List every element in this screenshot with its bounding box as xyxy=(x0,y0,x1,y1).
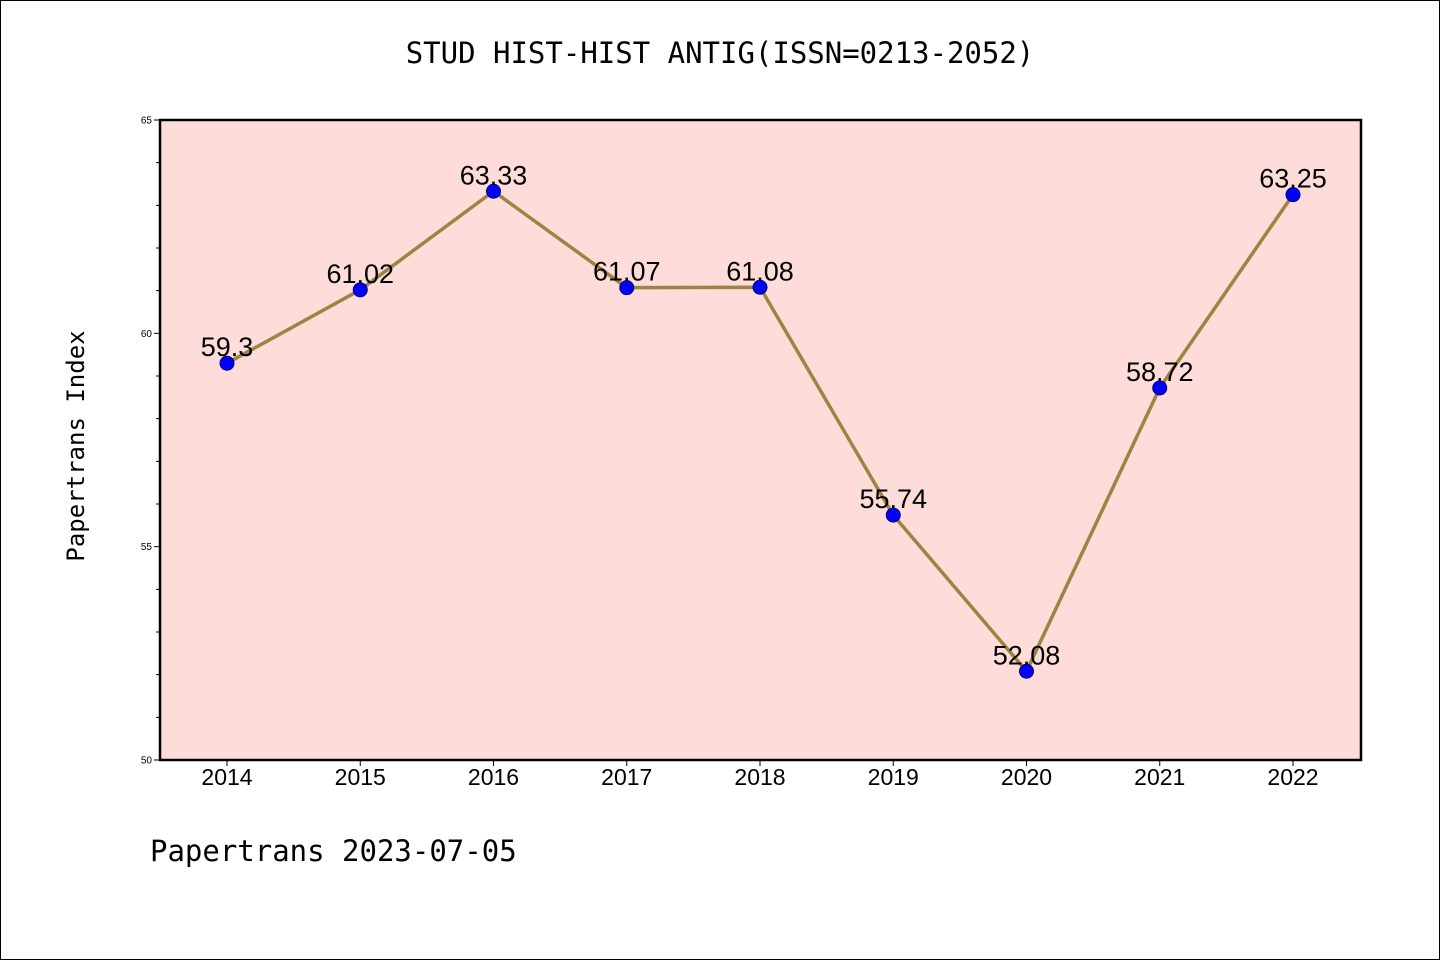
y-tick-label: 65 xyxy=(141,116,153,127)
data-point xyxy=(752,279,768,295)
data-point xyxy=(486,183,501,199)
x-tick-label: 2022 xyxy=(1267,764,1318,790)
plot-area xyxy=(160,120,1361,760)
data-label-layer: 59.3 61.02 63.33 61.07 61.08 55.74 52.08 58.72 6… xyxy=(201,160,1327,670)
y-axis-ticks: 50 55 60 65 xyxy=(141,116,160,767)
x-tick-label: 2021 xyxy=(1134,764,1185,790)
x-axis-ticks: 2014 2015 2016 2017 2018 2019 2020 2021 2022 xyxy=(201,760,1319,790)
x-tick-label: 2017 xyxy=(601,764,652,790)
data-point xyxy=(219,355,235,371)
x-tick-label: 2020 xyxy=(1001,764,1052,790)
data-label: 58.72 xyxy=(1126,357,1194,387)
chart-title: STUD HIST-HIST ANTIG(ISSN=0213-2052) xyxy=(405,36,1035,70)
y-tick-label: 60 xyxy=(141,329,153,340)
x-tick-label: 2016 xyxy=(468,764,519,790)
data-point xyxy=(885,507,901,523)
data-label: 61.07 xyxy=(593,257,661,287)
data-label: 61.08 xyxy=(726,256,794,286)
data-label: 63.33 xyxy=(460,160,528,190)
data-label: 55.74 xyxy=(859,484,927,514)
x-tick-label: 2014 xyxy=(201,764,252,790)
y-tick-label: 55 xyxy=(141,542,153,553)
x-tick-label: 2018 xyxy=(734,764,785,790)
x-tick-label: 2019 xyxy=(868,764,919,790)
plot-border xyxy=(158,118,1363,762)
x-tick-label: 2015 xyxy=(335,764,386,790)
footer-caption: Papertrans 2023-07-05 xyxy=(150,834,517,868)
y-tick-label: 50 xyxy=(141,756,153,767)
data-label: 63.25 xyxy=(1259,164,1327,194)
series-layer xyxy=(219,183,1301,679)
data-point xyxy=(352,282,368,298)
data-point xyxy=(1285,187,1301,203)
data-label: 52.08 xyxy=(993,640,1061,670)
data-label: 59.3 xyxy=(201,332,254,362)
data-label: 61.02 xyxy=(326,259,394,289)
data-point xyxy=(1019,663,1034,679)
data-point xyxy=(619,280,635,296)
data-point xyxy=(1152,380,1168,396)
